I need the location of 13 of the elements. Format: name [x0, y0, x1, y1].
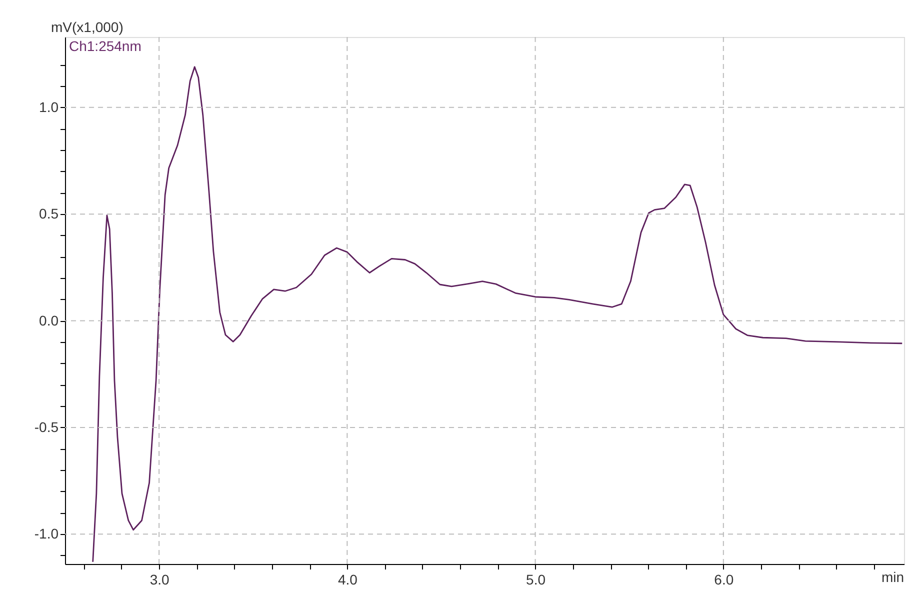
x-axis-title: min	[881, 569, 904, 585]
y-tick-label: 0.0	[39, 312, 59, 328]
y-tick-label: 0.5	[39, 206, 59, 222]
y-axis-title: mV(x1,000)	[51, 19, 124, 35]
annotation: Ch1:254nm	[69, 38, 142, 54]
y-tick-label: 1.0	[39, 98, 59, 115]
y-tick-label: -1.0	[34, 526, 59, 542]
x-tick-label: 3.0	[150, 572, 170, 588]
x-tick-label: 5.0	[526, 572, 546, 588]
y-tick-label: -0.5	[34, 418, 59, 435]
x-tick-label: 4.0	[338, 572, 358, 588]
x-tick-label: 6.0	[714, 572, 734, 588]
line-series	[92, 66, 903, 563]
